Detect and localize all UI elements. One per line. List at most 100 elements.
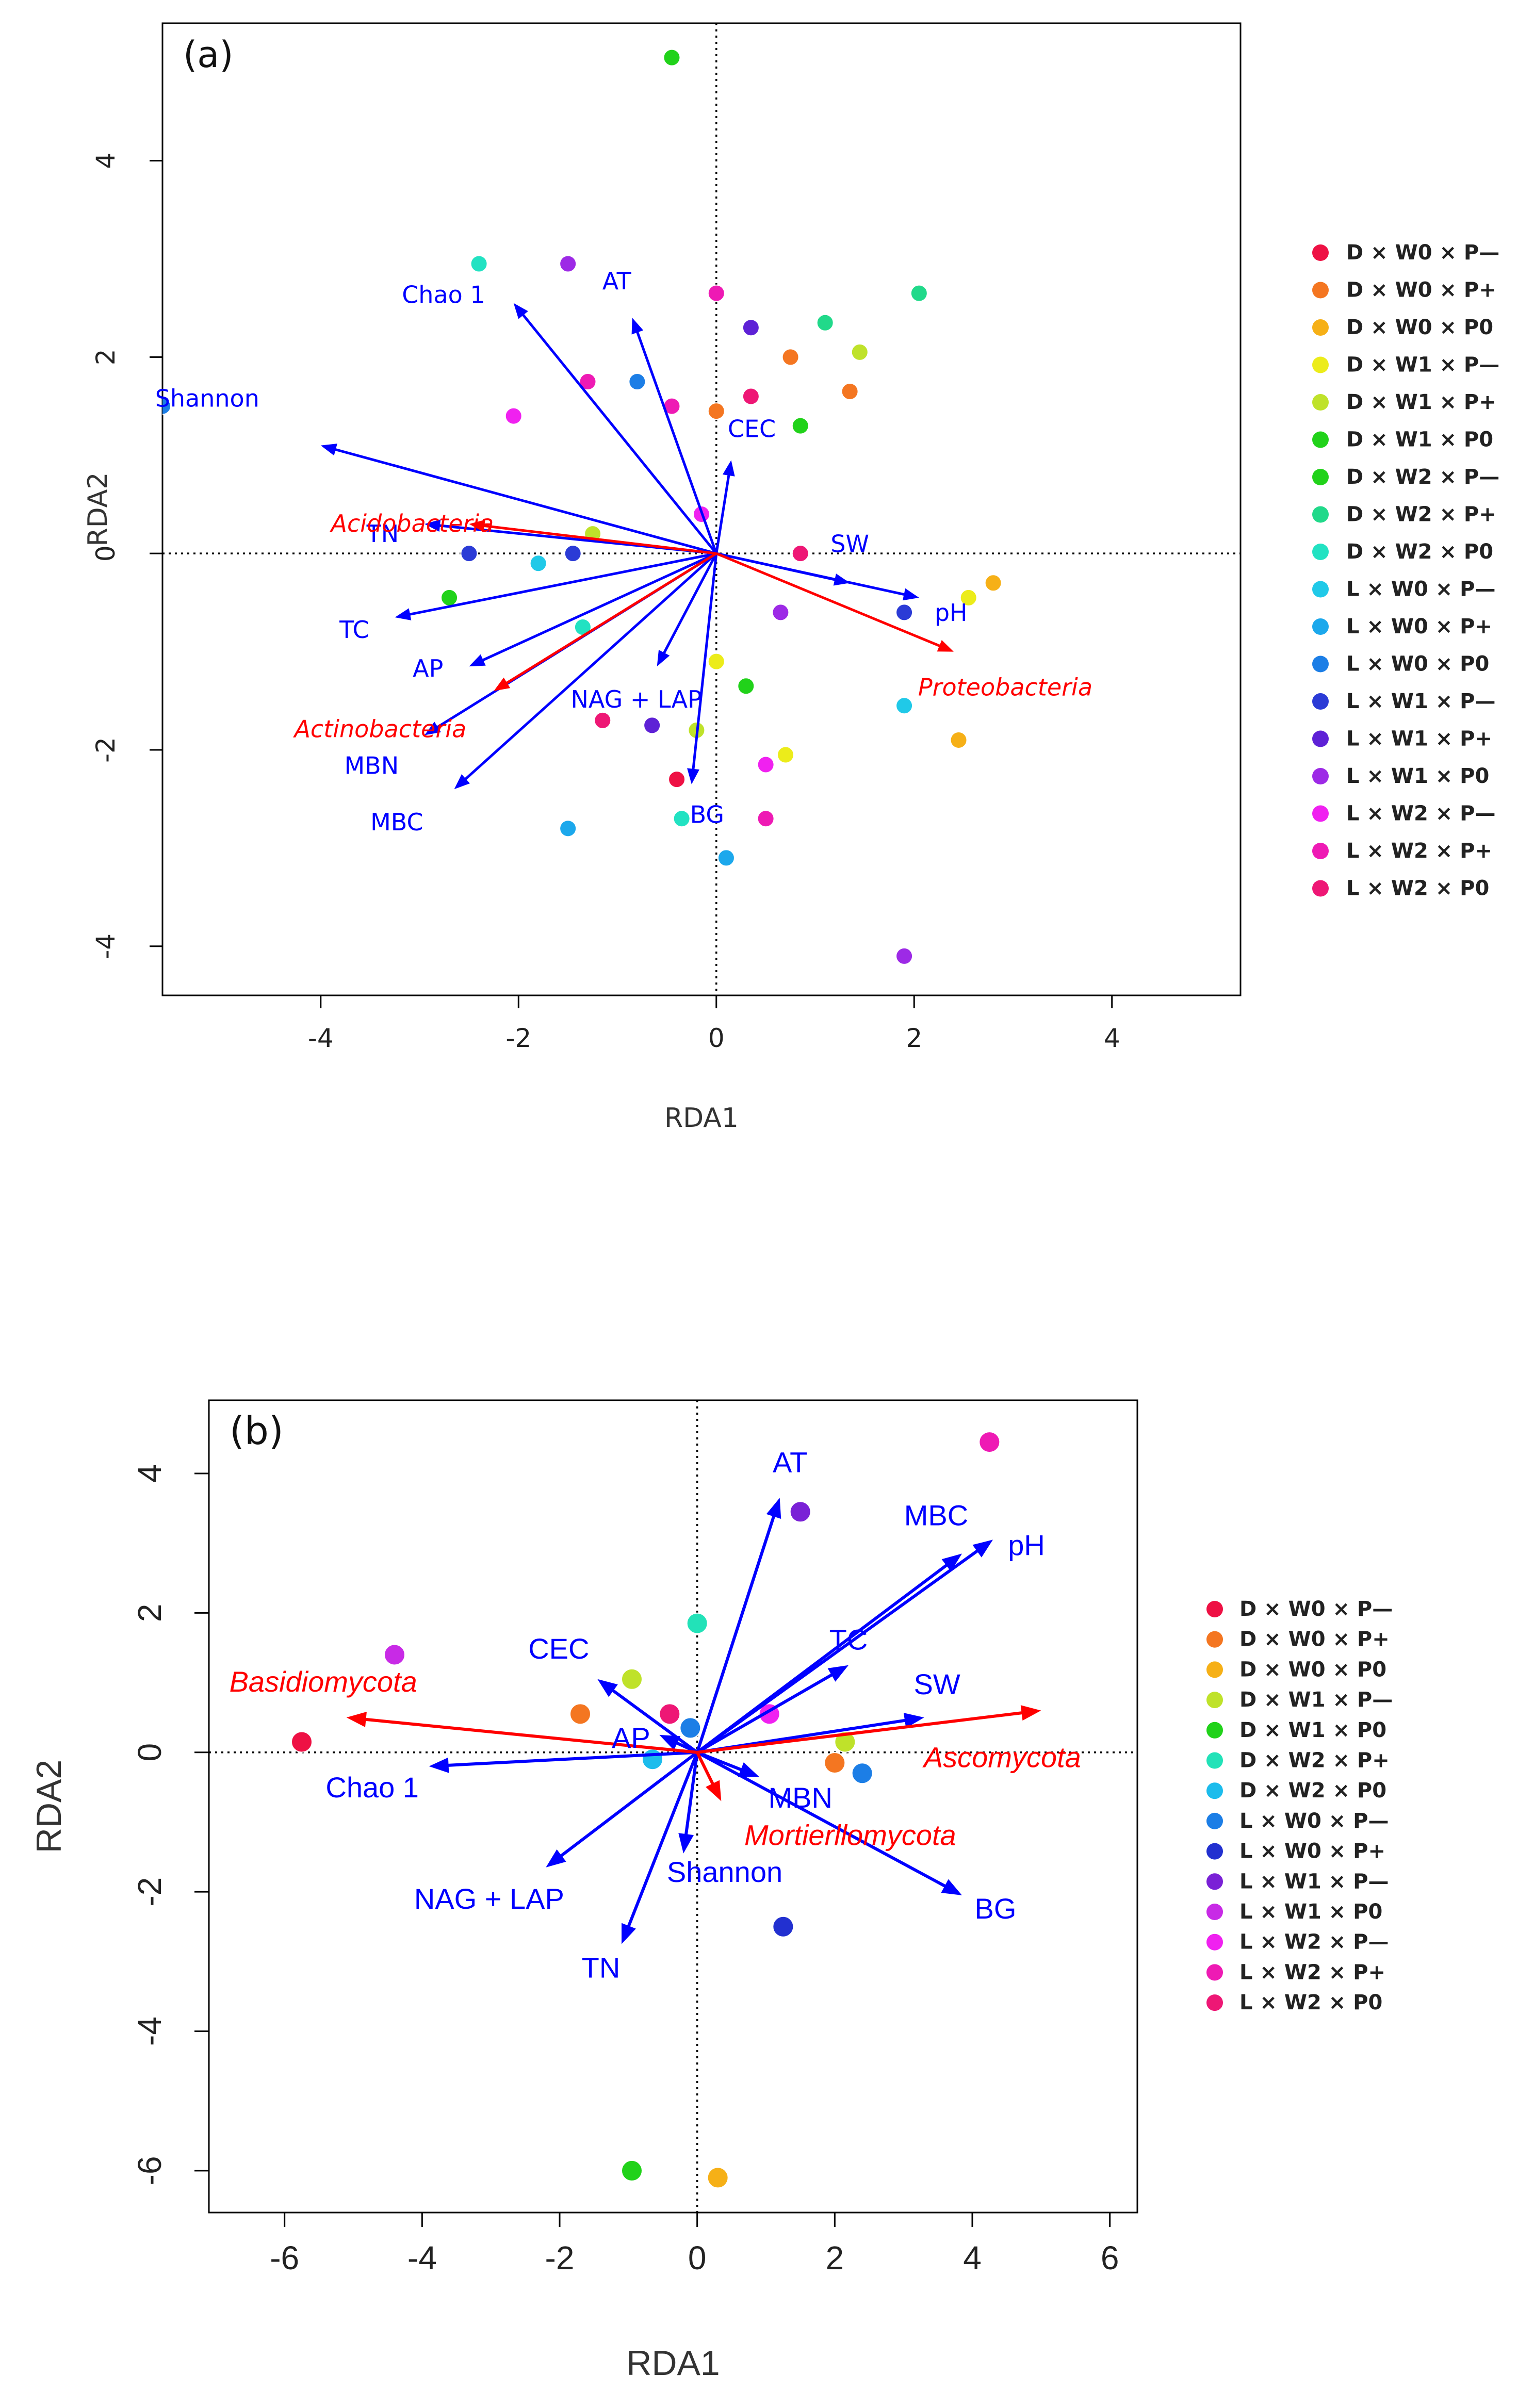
sample-point xyxy=(757,756,775,774)
vector-arrow-shaft xyxy=(606,1684,698,1754)
sample-point xyxy=(621,2159,643,2182)
vector-label: Actinobacteria xyxy=(292,715,466,743)
legend-swatch xyxy=(1312,843,1329,859)
sample-point xyxy=(772,603,790,621)
vector-label: TC xyxy=(829,1624,868,1656)
sample-point xyxy=(579,372,597,390)
legend-swatch xyxy=(1206,1964,1223,1981)
y-tick-label: 2 xyxy=(91,349,121,365)
vector-label: NAG + LAP xyxy=(414,1882,564,1915)
sample-point xyxy=(757,810,775,828)
legend-label: D × W1 × P+ xyxy=(1346,390,1496,414)
y-axis-title: RDA2 xyxy=(29,1760,69,1853)
vector-arrow-head xyxy=(687,768,699,784)
legend-swatch xyxy=(1312,693,1329,710)
vector-arrow-head xyxy=(827,1665,848,1682)
vector-label: Ascomycota xyxy=(922,1741,1081,1774)
vector-arrow-head xyxy=(706,1780,722,1801)
vector-arrow-head xyxy=(972,1539,993,1558)
legend-label: D × W1 × P0 xyxy=(1239,1718,1386,1742)
vector-arrow-shaft xyxy=(634,326,718,554)
legend-swatch xyxy=(1206,1631,1223,1648)
vector-label: Chao 1 xyxy=(402,281,485,309)
legend-label: L × W0 × P+ xyxy=(1239,1840,1385,1863)
sample-point xyxy=(851,1762,873,1784)
legend-label: L × W2 × P+ xyxy=(1346,839,1492,863)
sample-point xyxy=(707,402,725,420)
legend-swatch xyxy=(1312,768,1329,784)
sample-point xyxy=(737,677,755,695)
legend-label: D × W1 × P— xyxy=(1346,353,1499,377)
sample-point xyxy=(643,716,661,734)
vector-label: SW xyxy=(914,1668,960,1700)
vector-arrow-shaft xyxy=(477,552,717,664)
vector-label: NAG + LAP xyxy=(571,685,702,713)
vector-arrow-head xyxy=(597,1679,618,1697)
plot-frame xyxy=(208,1399,1138,2214)
vector-label: Acidobacteria xyxy=(330,510,494,537)
legend-label: D × W2 × P0 xyxy=(1239,1779,1386,1803)
legend-swatch xyxy=(1206,1904,1223,1920)
legend-label: D × W2 × P0 xyxy=(1346,540,1493,564)
legend-label: D × W0 × P+ xyxy=(1239,1628,1390,1651)
x-tick-label: 0 xyxy=(688,2239,707,2276)
x-axis-title: RDA1 xyxy=(626,2344,720,2383)
vector-arrow-head xyxy=(941,1879,962,1895)
sample-point xyxy=(569,1703,591,1725)
vector-arrow-shaft xyxy=(501,552,717,687)
legend-swatch xyxy=(1206,1782,1223,1799)
vector-label: Shannon xyxy=(667,1856,782,1888)
vector-arrow-head xyxy=(320,444,337,456)
vector-label: TC xyxy=(339,616,369,644)
vector-arrow-shaft xyxy=(696,1545,985,1754)
sample-point xyxy=(816,314,834,332)
sample-point xyxy=(978,1431,1001,1453)
y-tick-label: 2 xyxy=(131,1604,168,1623)
vector-label: pH xyxy=(1008,1529,1045,1561)
rda-panel-a: -4 -2 0 2 4 -4 -2 0 2 4 RDA1 RDA2 (a) Chao 1 AT Shannon… xyxy=(83,22,1499,1134)
vector-arrow-head xyxy=(659,1734,681,1750)
vector-arrow-head xyxy=(678,1833,694,1854)
x-tick-label: 2 xyxy=(906,1023,922,1053)
sample-point xyxy=(384,1644,405,1666)
sample-point xyxy=(291,1731,313,1753)
vector-label: SW xyxy=(830,530,869,558)
legend-swatch xyxy=(1312,244,1329,261)
plot-area xyxy=(291,1431,1041,2189)
sample-point xyxy=(707,2167,729,2189)
legend-swatch xyxy=(1312,319,1329,336)
sample-point xyxy=(772,1915,794,1938)
vector-arrow-shaft xyxy=(554,1751,698,1862)
vector-label: MBN xyxy=(768,1781,832,1814)
legend-swatch xyxy=(1312,581,1329,598)
legend-swatch xyxy=(1312,805,1329,822)
y-tick-label: -6 xyxy=(131,2156,168,2185)
legend: D × W0 × P— D × W0 × P+ D × W0 × P0 D × W1 … xyxy=(1312,241,1499,900)
legend-label: L × W1 × P— xyxy=(1239,1870,1389,1893)
x-tick-label: -2 xyxy=(545,2239,575,2276)
rda-panel-b: -6 -4 -2 0 2 4 6 -6 -4 -2 0 2 4 RDA1 RDA2 (b) AT MBC pH TC C… xyxy=(29,1399,1393,2383)
vector-arrow-head xyxy=(631,318,644,335)
vector-arrow-head xyxy=(513,303,528,319)
vector-label: MBC xyxy=(904,1499,968,1531)
vector-arrow-shaft xyxy=(691,553,718,776)
sample-point xyxy=(841,383,859,401)
vector-arrow-head xyxy=(766,1498,781,1519)
legend-swatch xyxy=(1312,469,1329,485)
vector-label: Basidiomycota xyxy=(230,1665,417,1698)
sample-point xyxy=(440,588,459,607)
panel-label: (a) xyxy=(183,34,234,76)
vector-label: BG xyxy=(975,1892,1017,1925)
legend-swatch xyxy=(1206,1843,1223,1860)
y-tick-label: 0 xyxy=(91,545,121,562)
legend-label: D × W0 × P— xyxy=(1239,1597,1393,1621)
sample-point xyxy=(910,284,928,302)
sample-point xyxy=(984,574,1002,592)
sample-point xyxy=(851,343,869,361)
sample-point xyxy=(895,947,913,965)
vector-arrow-shaft xyxy=(716,552,910,597)
legend-label: L × W1 × P+ xyxy=(1346,727,1492,751)
sample-point xyxy=(707,284,725,302)
y-axis-title: RDA2 xyxy=(83,472,113,547)
vector-label: Chao 1 xyxy=(325,1771,419,1804)
